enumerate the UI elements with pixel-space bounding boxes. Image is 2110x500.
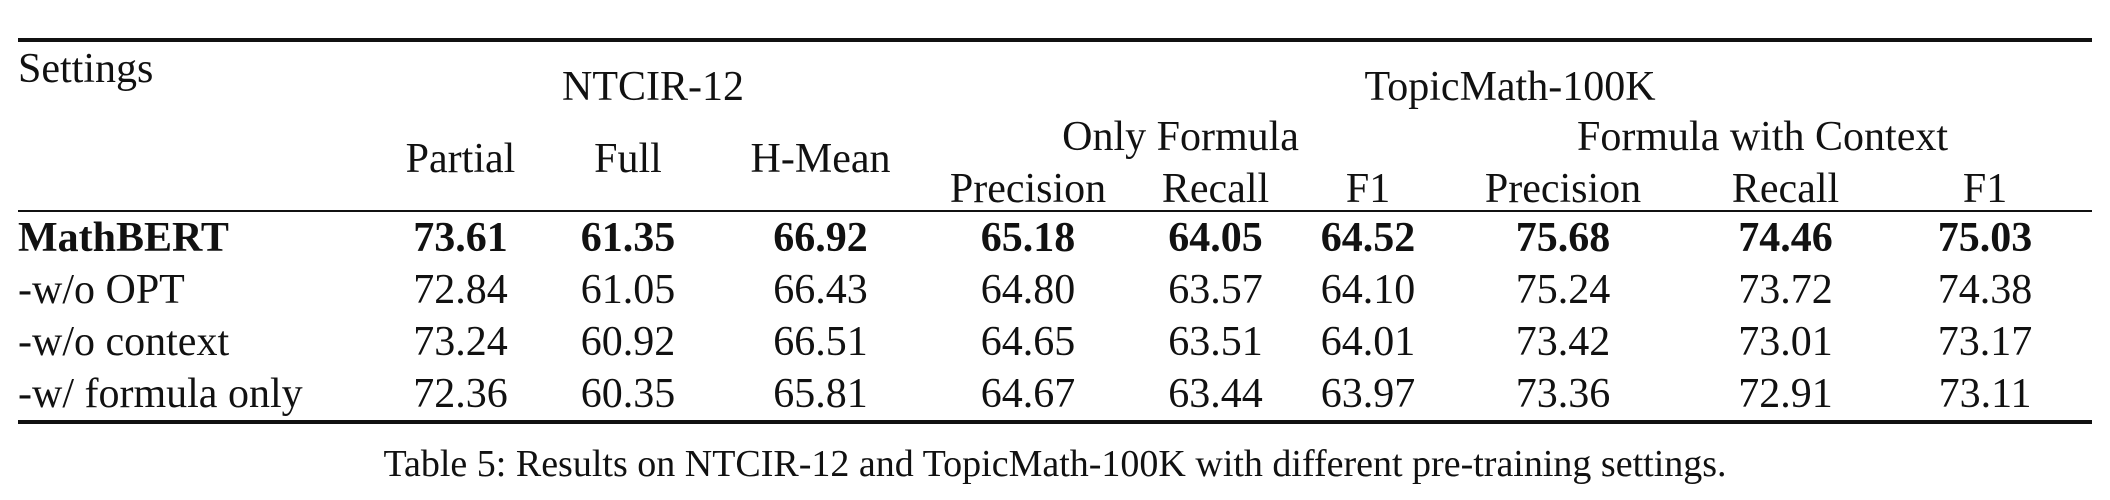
topicmath-header: TopicMath-100K: [1364, 64, 1656, 110]
table-row: -w/ formula only 72.36 60.35 65.81 64.67…: [18, 368, 2093, 422]
cell-partial: 73.24: [413, 319, 508, 365]
partial-header: Partial: [405, 136, 516, 182]
cell-of-recall: 63.57: [1168, 267, 1263, 313]
header-row-groups: Partial Full H-Mean Only Formula Formula…: [18, 108, 2092, 180]
table-caption: Table 5: Results on NTCIR-12 and TopicMa…: [383, 443, 1727, 485]
cell-of-precision: 64.67: [980, 371, 1076, 417]
f1-header-only-formula: F1: [1345, 166, 1391, 212]
hmean-header: H-Mean: [750, 136, 891, 182]
cell-full: 60.92: [580, 319, 676, 365]
cell-fc-precision: 75.68: [1515, 215, 1611, 261]
cell-fc-precision: 73.42: [1515, 319, 1611, 365]
cell-fc-f1: 73.17: [1937, 319, 2033, 365]
cell-of-f1: 64.10: [1320, 267, 1416, 313]
cell-partial: 72.36: [413, 371, 508, 417]
cell-full: 60.35: [580, 371, 676, 417]
cell-hmean: 66.43: [773, 267, 868, 313]
cell-fc-f1: 75.03: [1937, 215, 2033, 261]
cell-fc-recall: 73.01: [1738, 319, 1833, 365]
full-header: Full: [594, 136, 662, 182]
cell-of-precision: 64.65: [980, 319, 1076, 365]
cell-fc-f1: 74.38: [1937, 267, 2033, 313]
settings-header: Settings: [18, 46, 154, 92]
cell-partial: 73.61: [413, 215, 508, 261]
cell-of-precision: 64.80: [980, 267, 1076, 313]
cell-full: 61.35: [580, 215, 676, 261]
cell-hmean: 66.92: [773, 215, 868, 261]
cell-hmean: 66.51: [773, 319, 868, 365]
cell-of-recall: 64.05: [1168, 215, 1263, 261]
cell-fc-recall: 72.91: [1738, 371, 1833, 417]
cell-of-precision: 65.18: [980, 215, 1076, 261]
only-formula-header: Only Formula: [1062, 114, 1299, 160]
recall-header-only-formula: Recall: [1161, 166, 1270, 212]
cell-fc-precision: 73.36: [1515, 371, 1611, 417]
header-row-metrics: Precision Recall F1 Precision Recall F1: [18, 158, 2092, 211]
cell-partial: 72.84: [413, 267, 508, 313]
cell-hmean: 65.81: [773, 371, 868, 417]
header-row-datasets: Settings NTCIR-12 TopicMath-100K: [18, 40, 2093, 110]
precision-header-context: Precision: [1484, 166, 1642, 212]
cell-of-f1: 63.97: [1320, 371, 1416, 417]
table-row: -w/o OPT 72.84 61.05 66.43 64.80 63.57 6…: [18, 264, 2092, 316]
cell-of-f1: 64.01: [1320, 319, 1416, 365]
table-row: -w/o context 73.24 60.92 66.51 64.65 63.…: [18, 316, 2092, 368]
results-table-container: Settings NTCIR-12 TopicMath-100K Partial…: [18, 38, 2093, 424]
row-setting: -w/o OPT: [18, 267, 185, 313]
cell-fc-recall: 74.46: [1738, 215, 1833, 261]
recall-header-context: Recall: [1731, 166, 1840, 212]
cell-of-recall: 63.51: [1168, 319, 1263, 365]
table-row: MathBERT 73.61 61.35 66.92 65.18 64.05 6…: [18, 211, 2093, 264]
ntcir-header: NTCIR-12: [562, 64, 745, 110]
row-setting: MathBERT: [18, 215, 229, 261]
row-setting: -w/ formula only: [18, 371, 303, 417]
cell-of-recall: 63.44: [1168, 371, 1263, 417]
cell-fc-precision: 75.24: [1515, 267, 1611, 313]
row-setting: -w/o context: [18, 319, 230, 365]
formula-context-header: Formula with Context: [1577, 114, 1949, 160]
cell-full: 61.05: [580, 267, 676, 313]
f1-header-context: F1: [1962, 166, 2008, 212]
results-table: Settings NTCIR-12 TopicMath-100K Partial…: [18, 38, 2093, 424]
cell-fc-f1: 73.11: [1938, 371, 2032, 417]
cell-fc-recall: 73.72: [1738, 267, 1833, 313]
cell-of-f1: 64.52: [1320, 215, 1416, 261]
precision-header-only-formula: Precision: [949, 166, 1107, 212]
